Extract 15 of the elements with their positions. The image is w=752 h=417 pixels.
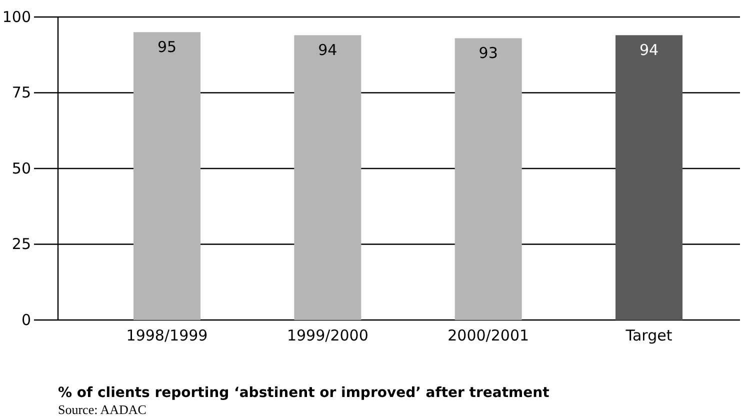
x-tick-label: Target	[624, 326, 672, 345]
y-tick-label: 0	[21, 310, 31, 329]
data-label: 93	[478, 44, 498, 62]
y-tick-label: 25	[12, 235, 31, 254]
data-label: 94	[318, 41, 338, 60]
x-tick-label: 1999/2000	[286, 326, 368, 345]
text: % of clients reporting ‘abstinent or improved’ after treatment	[58, 385, 550, 401]
data-label: 94	[639, 41, 659, 60]
y-tick-label: 50	[12, 159, 31, 178]
x-tick-label: 1998/1999	[126, 326, 208, 345]
x-tick-label: 2000/2001	[448, 326, 530, 345]
y-tick-label: 75	[12, 84, 31, 102]
data-label: 95	[157, 38, 177, 56]
y-tick-label: 100	[2, 8, 31, 26]
source-note: Source: AADAC	[58, 402, 146, 417]
